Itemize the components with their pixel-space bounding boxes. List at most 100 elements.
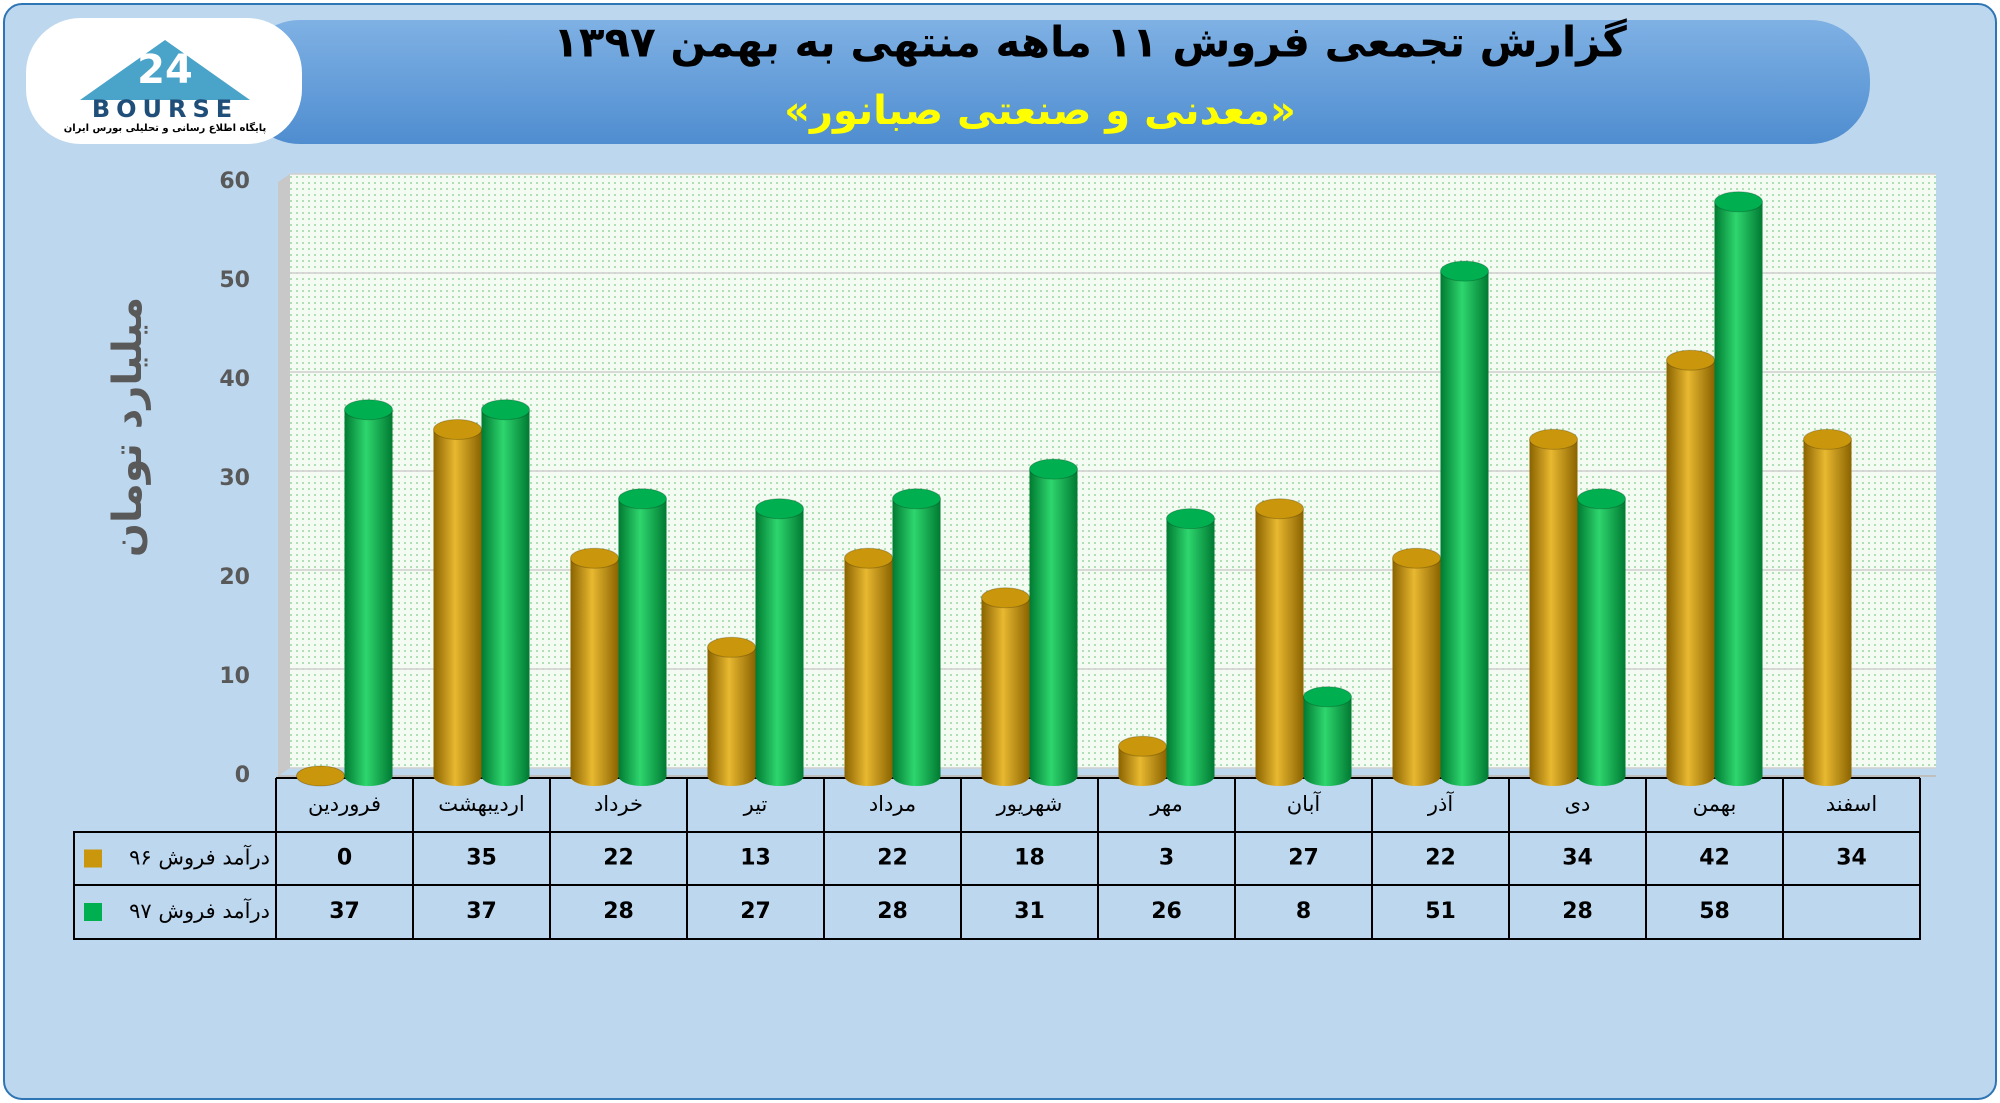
table-value: 27 — [1288, 846, 1319, 871]
title: گزارش تجمعی فروش ۱۱ ماهه منتهی به بهمن ۱… — [553, 18, 1627, 68]
bar-cap — [1255, 498, 1304, 520]
bar-cap — [570, 547, 619, 569]
x-tick-label: شهریور — [996, 792, 1063, 816]
bar — [1029, 469, 1078, 776]
table-value: 28 — [603, 899, 634, 924]
table-value: 28 — [1562, 899, 1593, 924]
bar — [755, 508, 804, 776]
bar — [1166, 518, 1215, 776]
bar-base — [433, 766, 482, 786]
legend-label: درآمد فروش ۹۷ — [129, 898, 270, 923]
y-tick-label: 50 — [219, 268, 250, 293]
bar-base — [570, 766, 619, 786]
logo-number: 24 — [137, 47, 193, 93]
bar-cap — [1440, 260, 1489, 282]
bar-base — [1577, 766, 1626, 786]
x-tick-label: آذر — [1427, 791, 1454, 816]
y-tick-label: 0 — [235, 763, 250, 788]
bar-cap — [844, 547, 893, 569]
bar — [1714, 201, 1763, 777]
bar-cap — [296, 765, 345, 787]
bar-base — [755, 766, 804, 786]
bar — [707, 647, 756, 776]
table-value: 31 — [1014, 899, 1045, 924]
bar-base — [344, 766, 393, 786]
bar-cap — [1666, 349, 1715, 371]
table-value: 34 — [1836, 846, 1867, 871]
bar-base — [1392, 766, 1441, 786]
bar-base — [1029, 766, 1078, 786]
table-value: 3 — [1159, 846, 1174, 871]
logo-shape — [80, 40, 250, 100]
bar — [1392, 558, 1441, 776]
bar-base — [1303, 766, 1352, 786]
table-value: 37 — [329, 899, 360, 924]
bar-base — [1166, 766, 1215, 786]
table-value: 58 — [1699, 899, 1730, 924]
bar-cap — [1529, 428, 1578, 450]
y-tick-label: 40 — [219, 367, 250, 392]
bar — [1666, 360, 1715, 776]
bar-base — [1440, 766, 1489, 786]
bar-cap — [344, 399, 393, 421]
bar-base — [1529, 766, 1578, 786]
bar-base — [844, 766, 893, 786]
x-tick-label: اردیبهشت — [438, 792, 525, 816]
bar-cap — [755, 498, 804, 520]
table-value: 51 — [1425, 899, 1456, 924]
bar-base — [1666, 766, 1715, 786]
bar — [1529, 439, 1578, 776]
header-banner — [240, 20, 1870, 144]
y-tick-label: 60 — [219, 169, 250, 194]
table-value: 34 — [1562, 846, 1593, 871]
x-tick-label: مهر — [1149, 792, 1183, 816]
legend-swatch — [84, 849, 102, 868]
bar — [433, 429, 482, 776]
bar-base — [618, 766, 667, 786]
x-tick-label: تیر — [743, 792, 768, 816]
bar-cap — [1029, 458, 1078, 480]
table-value: 22 — [603, 846, 634, 871]
x-tick-label: آبان — [1287, 791, 1322, 816]
table-value: 8 — [1296, 899, 1311, 924]
bar-cap — [1803, 428, 1852, 450]
x-tick-label: دی — [1565, 792, 1591, 816]
subtitle: «معدنی و صنعتی صبانور» — [784, 88, 1296, 134]
bar-cap — [481, 399, 530, 421]
bar — [981, 597, 1030, 776]
table-value: 37 — [466, 899, 497, 924]
bar — [1303, 696, 1352, 776]
y-axis-label: میلیارد تومان — [105, 297, 151, 557]
x-tick-label: بهمن — [1693, 792, 1737, 816]
table-value: 28 — [877, 899, 908, 924]
table-value: 26 — [1151, 899, 1182, 924]
bar-cap — [618, 488, 667, 510]
bar-base — [707, 766, 756, 786]
table-value: 22 — [877, 846, 908, 871]
bar — [844, 558, 893, 776]
bar — [481, 409, 530, 776]
bar — [1577, 498, 1626, 776]
bar — [1440, 271, 1489, 776]
table-value: 35 — [466, 846, 497, 871]
x-tick-label: مرداد — [869, 792, 916, 816]
y-tick-label: 30 — [219, 466, 250, 491]
bar — [570, 558, 619, 776]
bar-base — [1714, 766, 1763, 786]
logo-name: BOURSE — [92, 95, 238, 123]
table-value: 27 — [740, 899, 771, 924]
y-tick-label: 20 — [219, 565, 250, 590]
bar-cap — [433, 419, 482, 440]
bar-cap — [892, 488, 941, 510]
table-value: 13 — [740, 846, 771, 871]
y-tick-label: 10 — [219, 664, 250, 689]
legend-label: درآمد فروش ۹۶ — [129, 845, 270, 870]
bar-base — [1255, 766, 1304, 786]
left-wall — [278, 174, 290, 776]
bar-cap — [707, 636, 756, 658]
table-value: 22 — [1425, 846, 1456, 871]
bar-base — [481, 766, 530, 786]
x-tick-label: فروردین — [308, 792, 381, 816]
bar-base — [981, 766, 1030, 786]
bar — [1803, 439, 1852, 776]
